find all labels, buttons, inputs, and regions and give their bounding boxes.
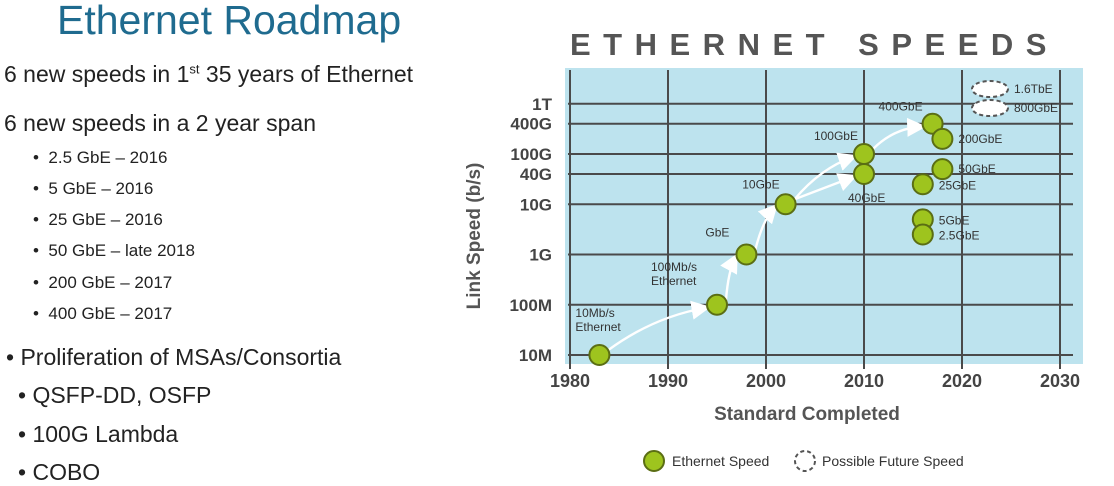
y-tick-label: 1G bbox=[529, 246, 552, 265]
msa-item: • QSFP-DD, OSFP bbox=[18, 382, 211, 409]
future-speed-marker bbox=[971, 99, 1009, 117]
bullet-dot-icon: • bbox=[33, 304, 39, 323]
x-axis-title: Standard Completed bbox=[714, 404, 900, 425]
legend-label: Possible Future Speed bbox=[822, 453, 964, 469]
speed-item-label: 25 GbE – 2016 bbox=[48, 210, 163, 229]
speed-item: • 2.5 GbE – 2016 bbox=[33, 148, 168, 168]
future-speed-marker bbox=[971, 80, 1009, 98]
trend-arrow bbox=[607, 300, 711, 351]
speed-label: 100GbE bbox=[814, 129, 858, 143]
msa-item-label: QSFP-DD, OSFP bbox=[32, 382, 212, 408]
speed-item-label: 5 GbE – 2016 bbox=[48, 179, 154, 198]
speed-label: 5GbE bbox=[939, 213, 970, 227]
speed-item-label: 50 GbE – late 2018 bbox=[48, 241, 195, 260]
msa-heading: • Proliferation of MSAs/Consortia bbox=[6, 344, 341, 371]
y-tick-label: 40G bbox=[520, 165, 552, 184]
speed-item-label: 400 GbE – 2017 bbox=[48, 304, 173, 323]
speed-item: • 400 GbE – 2017 bbox=[33, 304, 172, 324]
y-tick-label: 400G bbox=[510, 115, 552, 134]
speed-label: 100Mb/s bbox=[651, 260, 697, 274]
speed-label: 200GbE bbox=[958, 132, 1002, 146]
msa-item: • 100G Lambda bbox=[18, 421, 178, 448]
speed-marker bbox=[853, 143, 875, 165]
bullet-dot-icon: • bbox=[18, 382, 27, 408]
speed-label: 50GbE bbox=[958, 162, 995, 176]
msa-item-label: COBO bbox=[32, 459, 101, 485]
line1-pre: 6 new speeds in 1 bbox=[4, 61, 190, 87]
x-tick-label: 2010 bbox=[844, 371, 884, 391]
bullet-dot-icon: • bbox=[33, 210, 39, 229]
speed-label: 2.5GbE bbox=[939, 229, 980, 243]
bullet-dot-icon: • bbox=[33, 273, 39, 292]
speed-item: • 25 GbE – 2016 bbox=[33, 210, 163, 230]
speed-marker bbox=[735, 243, 758, 266]
legend-marker-ethernet bbox=[643, 450, 665, 472]
trend-arrow bbox=[793, 152, 858, 201]
y-tick-label: 100G bbox=[510, 145, 552, 164]
future-speed-label: 1.6TbE bbox=[1014, 82, 1053, 96]
bullet-dot-icon: • bbox=[18, 459, 27, 485]
x-tick-label: 2000 bbox=[746, 371, 786, 391]
speed-marker bbox=[706, 293, 728, 316]
speed-label: 25GbE bbox=[939, 178, 976, 192]
speed-item-label: 200 GbE – 2017 bbox=[48, 273, 173, 292]
bullet-dot-icon: • bbox=[18, 421, 27, 447]
trend-arrow bbox=[754, 203, 778, 250]
y-tick-label: 10M bbox=[519, 346, 552, 365]
msa-heading-label: Proliferation of MSAs/Consortia bbox=[20, 344, 342, 370]
speed-item: • 50 GbE – late 2018 bbox=[33, 241, 195, 261]
x-tick-label: 1990 bbox=[648, 371, 688, 391]
bullet-line-1: 6 new speeds in 1st 35 years of Ethernet bbox=[4, 61, 413, 88]
legend-label: Ethernet Speed bbox=[672, 453, 769, 469]
msa-item: • COBO bbox=[18, 459, 100, 486]
speed-label: 40GbE bbox=[848, 191, 885, 205]
trend-arrow bbox=[794, 173, 858, 201]
bullet-dot-icon: • bbox=[33, 241, 39, 260]
bullet-dot-icon: • bbox=[6, 344, 15, 370]
y-axis-title: Link Speed (b/s) bbox=[464, 163, 485, 310]
speed-label: 10Mb/s bbox=[575, 306, 614, 320]
speed-marker bbox=[911, 173, 934, 196]
page-title: Ethernet Roadmap bbox=[57, 0, 402, 43]
trend-arrow bbox=[720, 253, 738, 300]
speed-label: 10GbE bbox=[742, 177, 779, 191]
speed-marker bbox=[921, 112, 944, 135]
speed-marker bbox=[911, 223, 934, 246]
speed-item: • 200 GbE – 2017 bbox=[33, 273, 172, 293]
speed-marker bbox=[853, 162, 875, 185]
speed-label: Ethernet bbox=[575, 320, 621, 334]
speed-marker bbox=[931, 127, 954, 150]
bullet-line-2: 6 new speeds in a 2 year span bbox=[4, 110, 316, 136]
legend-marker-future bbox=[794, 450, 816, 472]
msa-item-label: 100G Lambda bbox=[32, 421, 179, 447]
x-tick-label: 1980 bbox=[550, 371, 590, 391]
chart-title: ETHERNET SPEEDS bbox=[570, 27, 1059, 62]
x-tick-label: 2020 bbox=[942, 371, 982, 391]
x-tick-label: 2030 bbox=[1040, 371, 1080, 391]
bullet-dot-icon: • bbox=[33, 179, 39, 198]
speed-label: 400GbE bbox=[879, 100, 923, 114]
speed-label: GbE bbox=[705, 226, 729, 240]
line1-sup: st bbox=[189, 61, 200, 77]
trend-arrow bbox=[872, 117, 927, 150]
future-speed-label: 800GbE bbox=[1014, 101, 1058, 115]
speed-item-label: 2.5 GbE – 2016 bbox=[48, 148, 168, 167]
y-tick-label: 10G bbox=[520, 195, 552, 214]
y-tick-label: 1T bbox=[532, 95, 552, 114]
speed-item: • 5 GbE – 2016 bbox=[33, 179, 153, 199]
line1-post: 35 years of Ethernet bbox=[199, 61, 414, 87]
plot-background bbox=[565, 68, 1083, 364]
speed-marker bbox=[931, 158, 954, 181]
y-tick-label: 100M bbox=[509, 296, 552, 315]
speed-label: Ethernet bbox=[651, 274, 697, 288]
speed-marker bbox=[588, 344, 611, 366]
bullet-dot-icon: • bbox=[33, 148, 39, 167]
speed-marker bbox=[774, 193, 797, 216]
